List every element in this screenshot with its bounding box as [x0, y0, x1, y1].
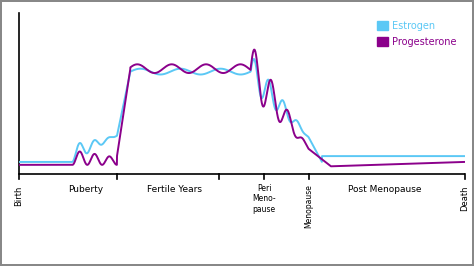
Text: Peri
Meno-
pause: Peri Meno- pause [252, 184, 276, 214]
Text: Puberty: Puberty [68, 185, 103, 194]
Legend: Estrogen, Progesterone: Estrogen, Progesterone [374, 18, 460, 50]
Text: Death: Death [460, 185, 469, 211]
Text: Fertile Years: Fertile Years [147, 185, 202, 194]
Text: Birth: Birth [15, 185, 23, 206]
Text: Menopause: Menopause [304, 184, 313, 228]
Text: Post Menopause: Post Menopause [347, 185, 421, 194]
